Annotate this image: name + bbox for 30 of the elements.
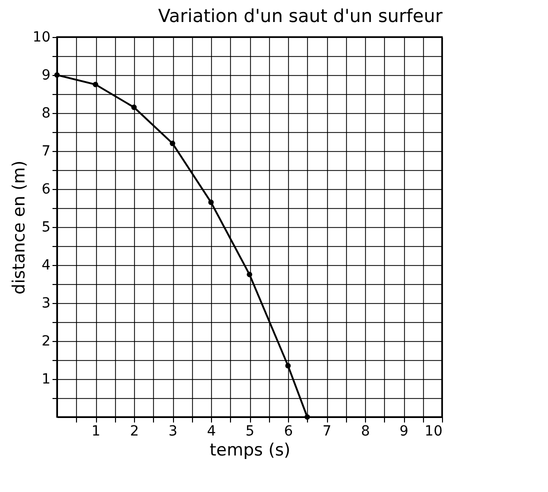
point xyxy=(170,140,176,146)
y-tick-label: 9 xyxy=(42,68,50,84)
y-tick-label: 5 xyxy=(42,220,50,236)
x-tick-label: 4 xyxy=(207,424,216,440)
x-tick-label: 3 xyxy=(168,424,178,440)
x-tick-label: 8 xyxy=(361,424,370,440)
y-tick-label: 7 xyxy=(42,144,50,160)
y-tick-label: 10 xyxy=(32,30,50,46)
y-tick-label: 4 xyxy=(42,258,51,274)
point xyxy=(92,82,98,88)
x-tick-label: 1 xyxy=(92,424,100,440)
x-tick-label: 10 xyxy=(424,424,442,440)
x-tick-label: 7 xyxy=(322,424,332,440)
point xyxy=(304,414,310,420)
y-tick-label: 8 xyxy=(42,106,50,122)
x-tick-label: 9 xyxy=(400,424,408,440)
point xyxy=(285,362,291,368)
point xyxy=(131,104,137,110)
y-tick-label: 6 xyxy=(42,182,51,198)
y-tick-label: 1 xyxy=(42,372,50,388)
chart-title: Variation d'un saut d'un surfeur xyxy=(158,6,444,27)
point xyxy=(208,200,214,206)
y-tick-label: 3 xyxy=(42,296,50,312)
x-axis-title: temps (s) xyxy=(210,440,290,460)
x-tick-label: 5 xyxy=(246,424,254,440)
point xyxy=(246,272,252,278)
x-tick-label: 6 xyxy=(284,424,294,440)
x-tick-label: 2 xyxy=(130,424,139,440)
y-tick-label: 2 xyxy=(42,334,50,350)
y-axis-title: distance en (m) xyxy=(10,160,30,294)
